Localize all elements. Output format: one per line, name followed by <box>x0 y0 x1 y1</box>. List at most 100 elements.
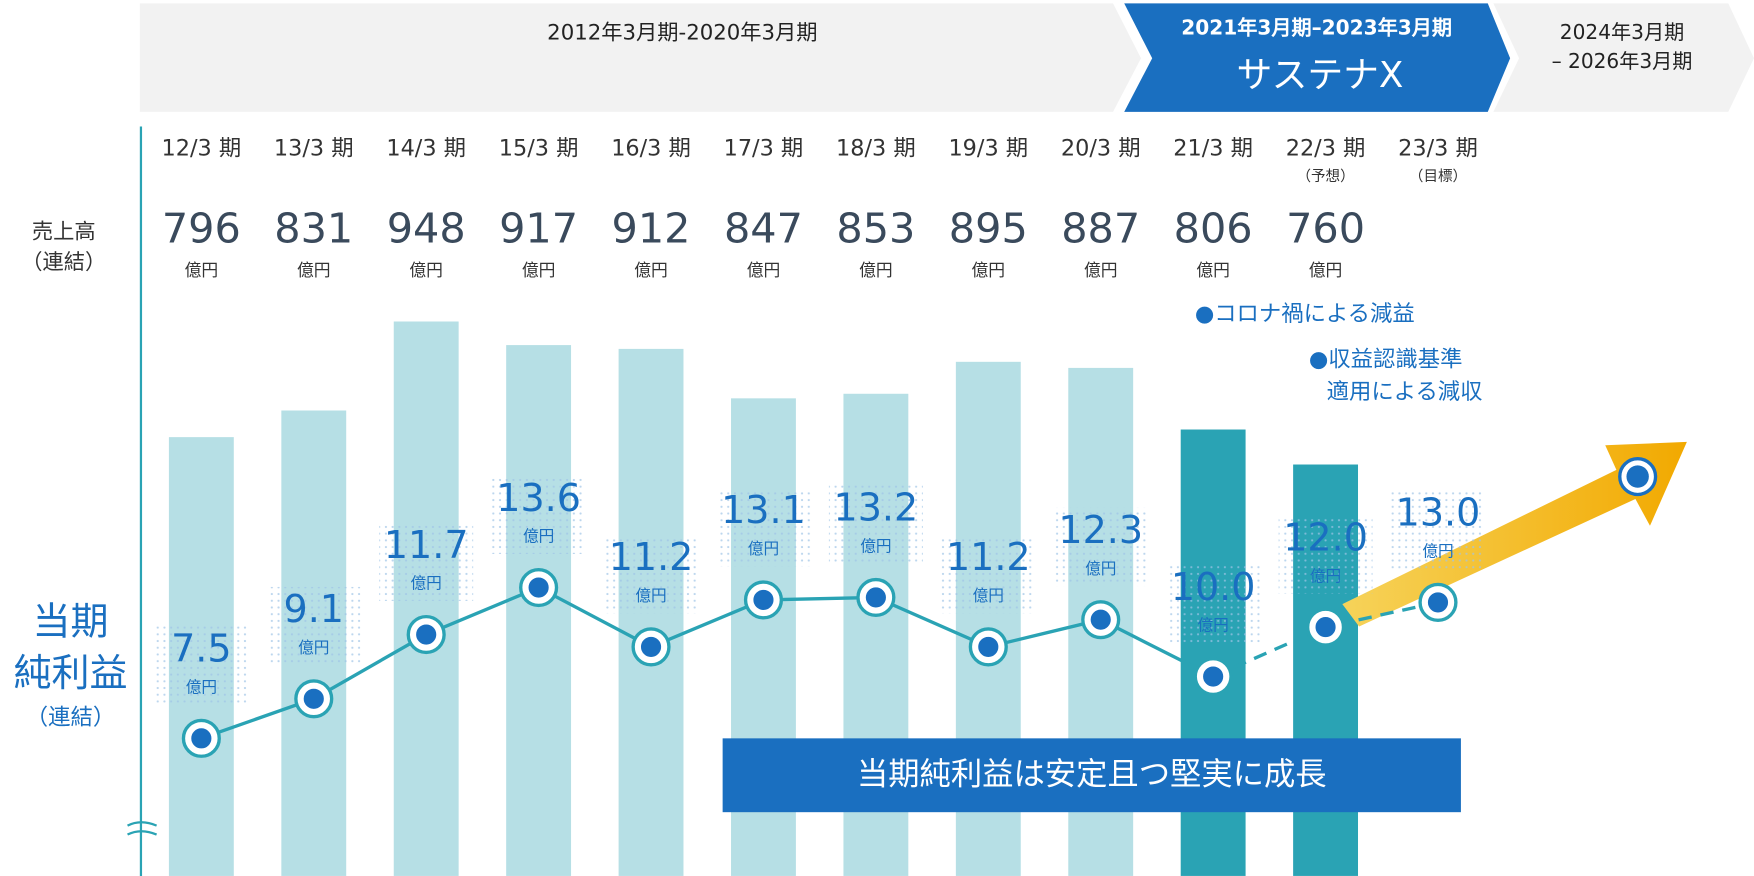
profit-value: 13.6 <box>496 476 581 520</box>
sales-unit: 億円 <box>1196 260 1230 280</box>
profit-point <box>1425 590 1451 615</box>
label-dots <box>1053 507 1148 587</box>
axis-break <box>127 821 158 836</box>
label-dots <box>1166 564 1261 643</box>
category-label: 17/3 期 <box>724 135 804 161</box>
profit-value: 12.3 <box>1058 508 1143 552</box>
sales-unit: 億円 <box>747 260 781 280</box>
profit-unit: 億円 <box>1085 559 1116 578</box>
profit-value: 13.1 <box>721 488 806 532</box>
profit-unit: 億円 <box>860 537 891 556</box>
phase-band <box>1493 3 1754 112</box>
category-label: 12/3 期 <box>162 135 242 161</box>
sales-value: 853 <box>836 205 915 253</box>
profit-unit: 億円 <box>186 678 217 697</box>
category-label: 20/3 期 <box>1061 135 1141 161</box>
label-dots <box>604 535 699 614</box>
sales-unit: 億円 <box>185 260 219 280</box>
profit-value: 10.0 <box>1171 565 1256 609</box>
profit-value: 7.5 <box>171 627 231 671</box>
profit-unit: 億円 <box>973 586 1004 605</box>
sales-label: 売上高 <box>32 220 96 245</box>
sales-value: 760 <box>1286 205 1365 253</box>
growth-arrow <box>1342 441 1687 627</box>
sales-value: 895 <box>949 205 1028 253</box>
phase-label: 2021年3月期–2023年3月期 <box>1181 16 1452 40</box>
annotation: ●コロナ禍による減益 <box>1195 301 1415 327</box>
profit-point <box>863 585 889 610</box>
sales-value: 806 <box>1174 205 1253 253</box>
profit-unit: 億円 <box>635 586 666 605</box>
annotation: ●収益認識基準 <box>1309 347 1463 373</box>
profit-label: 純利益 <box>13 651 127 695</box>
label-dots <box>716 488 811 567</box>
label-dots <box>1391 490 1485 569</box>
phase-label: 2024年3月期 <box>1560 20 1684 44</box>
category-label: 22/3 期 <box>1286 135 1366 161</box>
profit-value: 11.2 <box>609 535 694 579</box>
profit-point <box>301 686 327 712</box>
sales-value: 912 <box>612 205 691 253</box>
label-dots <box>266 586 361 666</box>
profit-unit: 億円 <box>411 574 442 593</box>
category-label: 16/3 期 <box>611 135 691 161</box>
category-label: 19/3 期 <box>948 135 1028 161</box>
sales-unit: 億円 <box>859 260 893 280</box>
profit-unit: 億円 <box>1310 566 1341 585</box>
sales-unit: 億円 <box>1309 260 1343 280</box>
profit-point <box>1088 607 1114 632</box>
phase-band <box>139 3 1141 112</box>
profit-point <box>413 622 439 647</box>
profit-point <box>1200 664 1226 689</box>
label-dots <box>154 626 249 705</box>
label-dots <box>491 475 586 554</box>
phase-label: 2012年3月期-2020年3月期 <box>547 21 817 46</box>
label-dots <box>941 535 1036 614</box>
profit-point <box>189 726 214 751</box>
phase-band <box>1124 3 1511 112</box>
sales-unit: 億円 <box>634 260 668 280</box>
profit-unit: 億円 <box>1422 542 1453 561</box>
banner: 当期純利益は安定且つ堅実に成長 <box>857 756 1327 792</box>
sales-bar <box>506 345 572 876</box>
profit-value: 13.0 <box>1396 491 1481 535</box>
banner-box <box>722 738 1461 813</box>
sales-unit: 億円 <box>522 260 556 280</box>
profit-value: 11.2 <box>946 535 1031 579</box>
sales-unit: 億円 <box>1084 260 1118 280</box>
sales-value: 887 <box>1061 205 1140 253</box>
category-label: 15/3 期 <box>499 135 579 161</box>
profit-point <box>975 634 1001 660</box>
sales-label: （連結） <box>21 250 106 275</box>
phase-label: サステナX <box>1237 55 1404 96</box>
profit-unit: 億円 <box>298 638 329 657</box>
label-dots <box>379 522 474 601</box>
profit-label: 当期 <box>32 600 108 644</box>
profit-label: （連結） <box>26 705 115 731</box>
sales-value: 847 <box>724 205 803 253</box>
profit-value: 12.0 <box>1283 515 1368 559</box>
profit-line <box>200 585 1214 740</box>
profit-value: 13.2 <box>834 486 919 530</box>
label-dots <box>828 485 923 564</box>
category-note: （目標） <box>1409 168 1467 185</box>
category-note: （予想） <box>1297 168 1355 185</box>
annotation: 適用による減収 <box>1327 379 1483 405</box>
profit-point <box>1313 614 1338 640</box>
sales-value: 796 <box>162 205 241 253</box>
category-label: 18/3 期 <box>836 135 916 161</box>
phase-label: – 2026年3月期 <box>1552 49 1693 73</box>
profit-unit: 億円 <box>1197 616 1228 635</box>
sales-unit: 億円 <box>972 260 1006 280</box>
profit-value: 11.7 <box>384 523 469 567</box>
profit-value: 9.1 <box>284 587 344 631</box>
sales-value: 948 <box>387 205 466 253</box>
category-label: 13/3 期 <box>274 135 354 161</box>
arrow-point <box>1626 465 1649 488</box>
sales-unit: 億円 <box>409 260 443 280</box>
category-label: 23/3 期 <box>1398 135 1478 161</box>
profit-unit: 億円 <box>748 539 779 558</box>
sales-unit: 億円 <box>297 260 331 280</box>
profit-point <box>638 634 664 660</box>
